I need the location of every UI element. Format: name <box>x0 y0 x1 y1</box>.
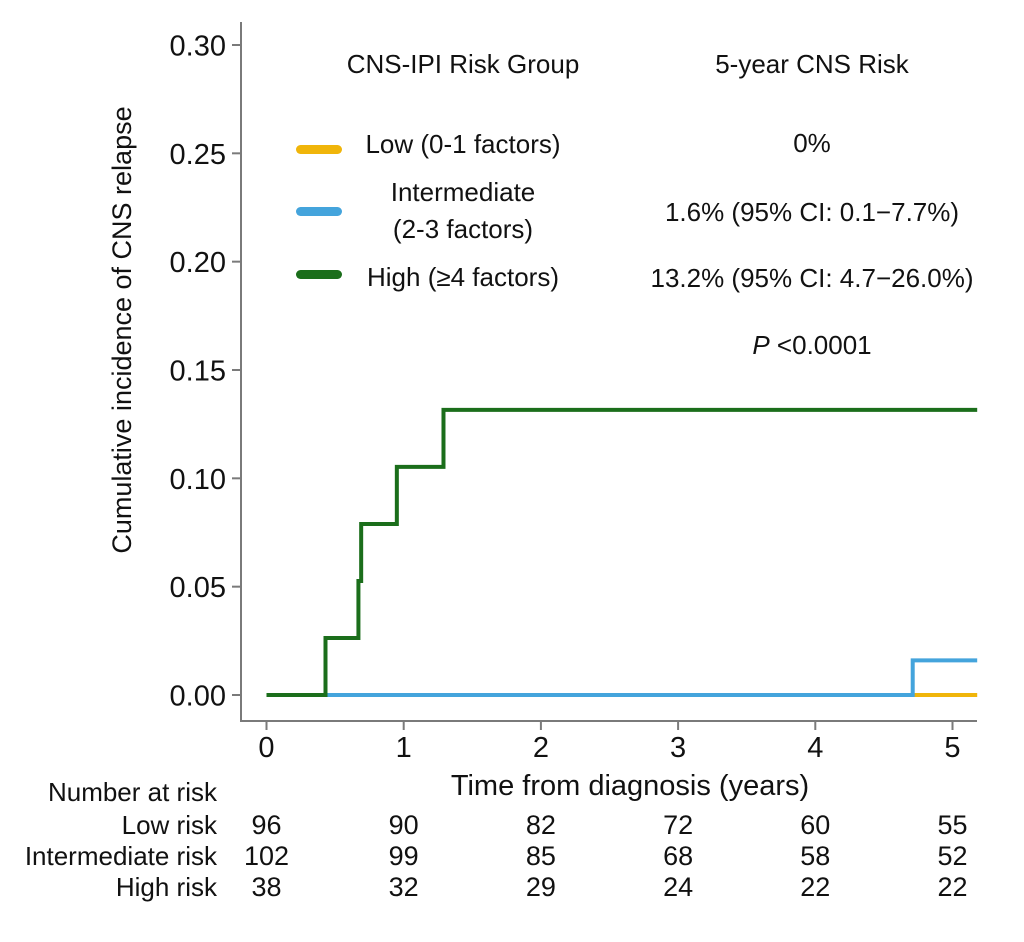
legend-label-intermediate-line2: (2-3 factors) <box>392 214 534 244</box>
risk-value-low: 0% <box>793 128 831 158</box>
legend-swatch-low <box>296 145 342 154</box>
y-tick-label: 0.00 <box>170 681 226 713</box>
y-tick-label: 0.10 <box>170 464 226 496</box>
legend-label-high: High (≥4 factors) <box>367 262 559 292</box>
x-tick-label: 0 <box>258 732 274 764</box>
at-risk-value: 55 <box>937 810 968 840</box>
at-risk-value: 24 <box>663 872 694 902</box>
risk-value-high: 13.2% (95% CI: 4.7−26.0%) <box>650 263 974 293</box>
x-axis-ticks: 0 1 2 3 4 5 <box>258 721 961 764</box>
y-tick-label: 0.30 <box>170 30 226 62</box>
risk-value-intermediate: 1.6% (95% CI: 0.1−7.7%) <box>664 197 960 227</box>
at-risk-value: 22 <box>937 872 968 902</box>
at-risk-row-label-intermediate: Intermediate risk <box>24 841 217 871</box>
at-risk-value: 72 <box>663 810 694 840</box>
y-tick-label: 0.15 <box>170 355 226 387</box>
legend-swatch-intermediate <box>296 207 342 216</box>
legend-label-low: Low (0-1 factors) <box>365 129 561 159</box>
at-risk-value: 96 <box>251 810 282 840</box>
x-tick-label: 3 <box>670 732 686 764</box>
at-risk-value: 32 <box>388 872 419 902</box>
legend-label-intermediate: Intermediate (2-3 factors) <box>333 174 593 248</box>
at-risk-value: 99 <box>388 841 419 871</box>
at-risk-row-label-high: High risk <box>115 872 217 902</box>
y-axis-title: Cumulative incidence of CNS relapse <box>107 106 137 554</box>
x-tick-label: 1 <box>396 732 412 764</box>
p-value-symbol: P <box>752 330 770 360</box>
at-risk-value: 90 <box>388 810 419 840</box>
at-risk-row-label-low: Low risk <box>121 810 217 840</box>
axes <box>240 22 977 722</box>
x-tick-label: 5 <box>944 732 960 764</box>
at-risk-value: 85 <box>525 841 556 871</box>
y-axis-ticks: 0.00 0.05 0.10 0.15 0.20 0.25 0.30 <box>170 30 241 713</box>
legend-header-risk-group: CNS-IPI Risk Group <box>346 49 580 79</box>
series-intermediate-line <box>266 658 978 697</box>
p-value: P <0.0001 <box>612 329 1012 361</box>
at-risk-value: 102 <box>243 841 290 871</box>
at-risk-value: 58 <box>800 841 831 871</box>
legend-label-intermediate-line1: Intermediate <box>390 177 536 207</box>
x-tick-label: 2 <box>533 732 549 764</box>
x-axis-title: Time from diagnosis (years) <box>450 770 810 802</box>
at-risk-value: 52 <box>937 841 968 871</box>
y-tick-label: 0.05 <box>170 572 226 604</box>
series-high-line <box>266 407 978 697</box>
at-risk-value: 38 <box>251 872 282 902</box>
at-risk-value: 22 <box>800 872 831 902</box>
y-tick-label: 0.25 <box>170 139 226 171</box>
at-risk-value: 60 <box>800 810 831 840</box>
y-tick-label: 0.20 <box>170 247 226 279</box>
p-value-number: <0.0001 <box>769 330 872 360</box>
at-risk-value: 29 <box>525 872 556 902</box>
at-risk-value: 82 <box>525 810 556 840</box>
legend-swatch-high <box>296 270 342 279</box>
at-risk-value: 68 <box>663 841 694 871</box>
legend-header-5yr-risk: 5-year CNS Risk <box>715 49 909 79</box>
at-risk-title: Number at risk <box>47 777 217 807</box>
x-tick-label: 4 <box>807 732 823 764</box>
